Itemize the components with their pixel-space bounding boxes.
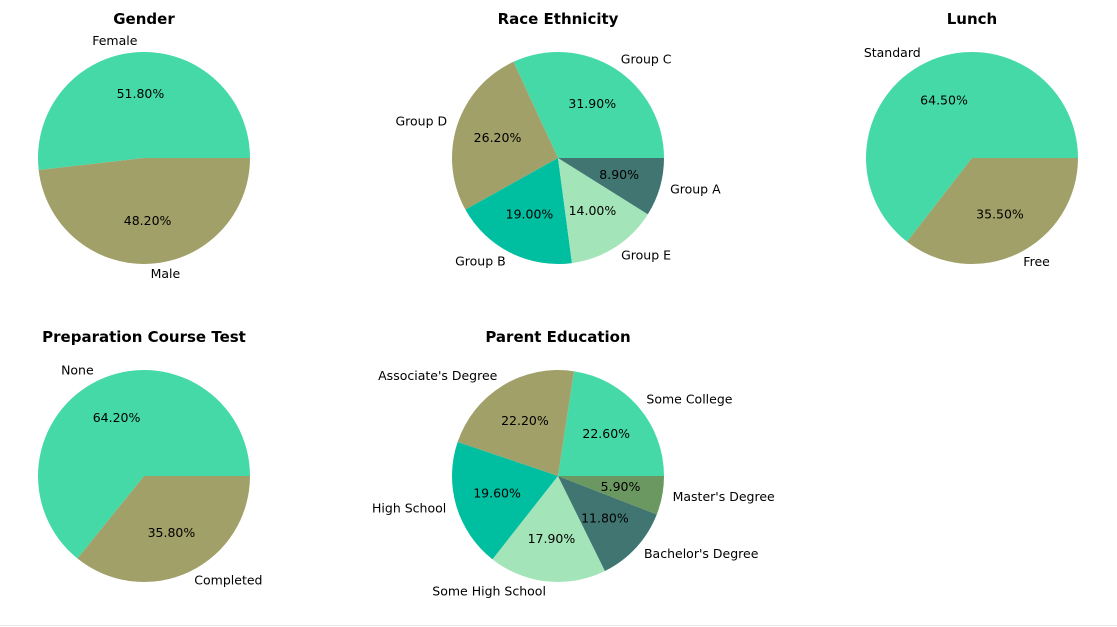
parent-education-pct-master-s-degree: 5.90%	[601, 479, 641, 494]
gender-slice-female	[38, 51, 251, 170]
gender-title: Gender	[113, 10, 175, 28]
race-ethnicity-slice-group-d	[451, 61, 558, 210]
gender-slice-male	[38, 158, 251, 264]
lunch-pct-free: 35.50%	[976, 207, 1024, 222]
parent-education-label-associate-s-degree: Associate's Degree	[378, 368, 498, 383]
parent-education-pct-bachelor-s-degree: 11.80%	[581, 510, 629, 525]
parent-education-pct-associate-s-degree: 22.20%	[501, 413, 549, 428]
lunch-title: Lunch	[947, 10, 998, 28]
gender-pie: Gender 51.80% Female 48.20% Male	[38, 10, 251, 281]
lunch-label-free: Free	[1023, 254, 1050, 269]
gender-label-male: Male	[151, 266, 181, 281]
parent-education-pct-some-high-school: 17.90%	[528, 531, 576, 546]
race-ethnicity-slice-group-a	[558, 158, 664, 215]
preparation-course-test-pie: Preparation Course Test 64.20% None 35.80% C…	[37, 328, 262, 588]
parent-education-slice-master-s-degree	[558, 476, 664, 515]
gender-label-female: Female	[92, 33, 138, 48]
lunch-pie: Lunch 64.50% Standard 35.50% Free	[864, 10, 1078, 269]
preparation-course-test-label-none: None	[61, 362, 94, 377]
gender-pct-female: 51.80%	[117, 86, 165, 101]
race-ethnicity-label-group-c: Group C	[621, 51, 672, 66]
parent-education-label-some-college: Some College	[646, 392, 732, 407]
preparation-course-test-slice-completed	[77, 476, 251, 583]
parent-education-label-high-school: High School	[372, 501, 446, 516]
lunch-slice-free	[907, 158, 1078, 265]
parent-education-pct-high-school: 19.60%	[473, 486, 521, 501]
race-ethnicity-label-group-a: Group A	[670, 182, 721, 197]
preparation-course-test-pct-none: 64.20%	[93, 410, 141, 425]
parent-education-slice-high-school	[452, 441, 558, 560]
race-ethnicity-pct-group-c: 31.90%	[568, 96, 616, 111]
race-ethnicity-pie: Race Ethnicity 31.90% Group C 26.20% Group D…	[395, 10, 721, 269]
bottom-divider	[0, 625, 1117, 626]
race-ethnicity-slice-group-c	[513, 52, 664, 158]
race-ethnicity-title: Race Ethnicity	[498, 10, 619, 28]
race-ethnicity-label-group-b: Group B	[455, 254, 506, 269]
parent-education-slice-some-college	[558, 371, 664, 476]
race-ethnicity-pct-group-e: 14.00%	[569, 203, 617, 218]
race-ethnicity-pct-group-a: 8.90%	[599, 167, 639, 182]
parent-education-pie: Parent Education 22.60% Some College 22.20%…	[372, 328, 775, 598]
preparation-course-test-slice-none	[37, 370, 250, 559]
race-ethnicity-label-group-d: Group D	[395, 113, 447, 128]
race-ethnicity-pct-group-d: 26.20%	[474, 130, 522, 145]
parent-education-slice-some-high-school	[492, 476, 605, 582]
race-ethnicity-slice-group-e	[558, 158, 648, 264]
parent-education-slice-bachelor-s-degree	[558, 476, 657, 572]
parent-education-pct-some-college: 22.60%	[582, 426, 630, 441]
lunch-pct-standard: 64.50%	[920, 92, 968, 107]
parent-education-label-bachelor-s-degree: Bachelor's Degree	[644, 546, 759, 561]
parent-education-label-some-high-school: Some High School	[432, 583, 546, 598]
race-ethnicity-slice-group-b	[465, 158, 572, 265]
race-ethnicity-label-group-e: Group E	[621, 248, 671, 263]
lunch-slice-standard	[866, 52, 1078, 242]
preparation-course-test-title: Preparation Course Test	[42, 328, 246, 346]
preparation-course-test-label-completed: Completed	[194, 573, 262, 588]
parent-education-slice-associate-s-degree	[457, 369, 574, 476]
gender-pct-male: 48.20%	[124, 213, 172, 228]
parent-education-label-master-s-degree: Master's Degree	[673, 489, 775, 504]
race-ethnicity-pct-group-b: 19.00%	[506, 206, 554, 221]
lunch-label-standard: Standard	[864, 45, 921, 60]
preparation-course-test-pct-completed: 35.80%	[148, 525, 196, 540]
parent-education-title: Parent Education	[485, 328, 630, 346]
